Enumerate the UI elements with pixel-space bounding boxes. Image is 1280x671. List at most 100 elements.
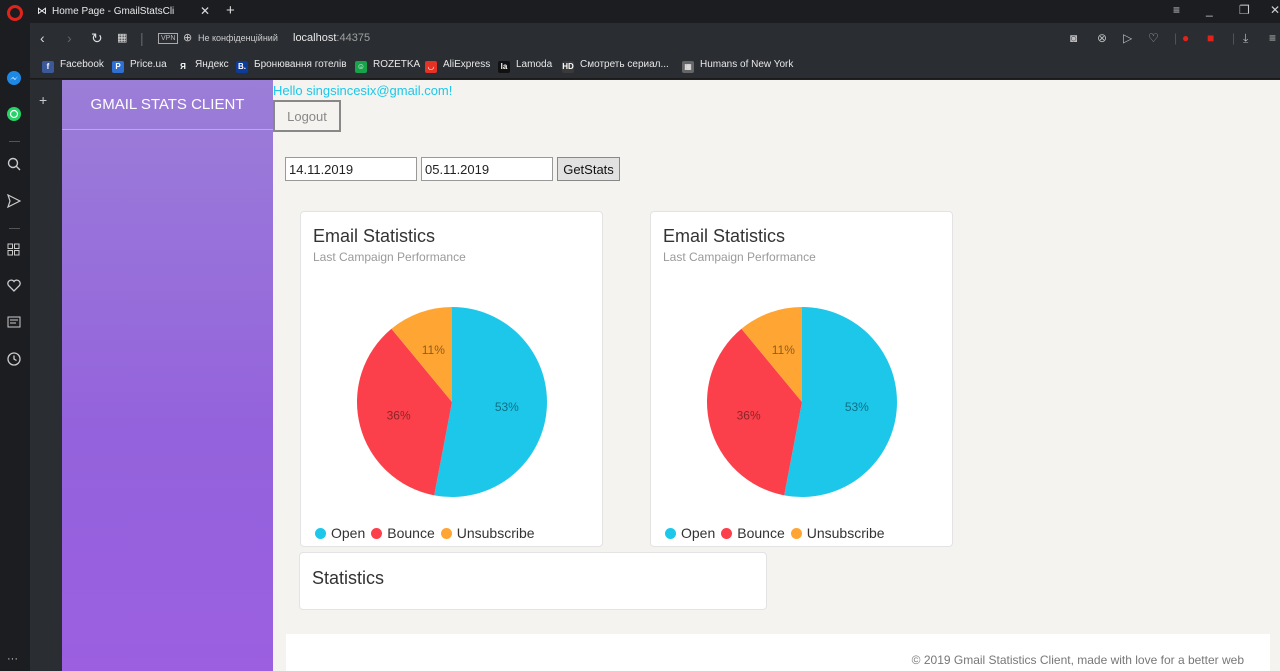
- pie-chart: 53% 36% 11%: [707, 307, 897, 497]
- messenger-icon[interactable]: [7, 71, 21, 88]
- tab-home-page[interactable]: ⋈ Home Page - GmailStatsCli: [32, 2, 182, 21]
- rozetka-icon: ☺: [355, 61, 367, 73]
- legend-item-open[interactable]: Open: [315, 525, 365, 541]
- legend-item-unsubscribe[interactable]: Unsubscribe: [440, 525, 535, 541]
- news-icon[interactable]: [7, 316, 21, 331]
- bookmark-aliexpress[interactable]: ◡ AliExpress: [425, 59, 490, 73]
- pie-slice-unsubscribe[interactable]: [741, 307, 802, 402]
- legend-dot-icon: [440, 528, 452, 539]
- new-tab-button[interactable]: +: [226, 2, 235, 19]
- pie-slice-unsubscribe[interactable]: [391, 307, 452, 402]
- tabs-grid-icon[interactable]: ▦: [117, 32, 128, 44]
- tab-title: Home Page - GmailStatsCli: [52, 6, 175, 17]
- tab-menu-icon[interactable]: ≡: [1173, 3, 1181, 17]
- statistics-card: Statistics: [299, 552, 767, 610]
- legend-item-bounce[interactable]: Bounce: [371, 525, 435, 541]
- menu-icon[interactable]: ≡: [1269, 31, 1277, 45]
- more-icon[interactable]: ···: [7, 653, 18, 665]
- globe-icon[interactable]: ⊕: [183, 32, 193, 44]
- legend-label: Unsubscribe: [806, 525, 885, 541]
- legend-label: Bounce: [737, 525, 785, 541]
- legend-item-unsubscribe[interactable]: Unsubscribe: [790, 525, 885, 541]
- chart-legend: Open Bounce Unsubscribe: [315, 525, 541, 541]
- add-panel-icon[interactable]: +: [39, 92, 48, 108]
- pie-label: 53%: [495, 400, 519, 414]
- minimize-icon[interactable]: _: [1206, 3, 1213, 17]
- card-subtitle: Last Campaign Performance: [313, 250, 466, 264]
- bookmark-label: ROZETKA: [373, 59, 421, 70]
- send-icon[interactable]: ▷: [1123, 31, 1133, 45]
- bookmark-label: Facebook: [60, 59, 104, 70]
- whatsapp-icon[interactable]: [7, 107, 21, 124]
- card-title: Email Statistics: [663, 226, 786, 246]
- legend-label: Open: [331, 525, 366, 541]
- bookmark-label: Яндекс: [195, 59, 229, 70]
- opera-logo-icon[interactable]: [7, 5, 23, 21]
- heart-icon[interactable]: [7, 279, 21, 295]
- close-window-icon[interactable]: ✕: [1270, 3, 1280, 17]
- legend-item-bounce[interactable]: Bounce: [721, 525, 785, 541]
- reload-icon[interactable]: ↻: [91, 30, 103, 46]
- bookmark-facebook[interactable]: f Facebook: [42, 59, 104, 73]
- bookmark-label: Lamoda: [516, 59, 553, 70]
- download-icon[interactable]: ⤓: [1243, 31, 1249, 45]
- pie-slice-bounce[interactable]: [707, 328, 802, 496]
- back-icon[interactable]: ‹: [40, 30, 45, 46]
- search-icon[interactable]: [7, 157, 21, 174]
- camera-icon[interactable]: ◙: [1070, 31, 1078, 45]
- bookmark-yandex[interactable]: Я Яндекс: [177, 59, 229, 73]
- bookmark-lamoda[interactable]: la Lamoda: [498, 59, 552, 73]
- logout-button[interactable]: Logout: [273, 100, 341, 132]
- yandex-icon: Я: [177, 61, 189, 73]
- pie-label: 11%: [422, 343, 445, 357]
- sidebar-divider: [9, 141, 20, 142]
- scrollbar[interactable]: [1270, 80, 1280, 671]
- bookmark-label: Humans of New York: [700, 59, 794, 70]
- vpn-badge[interactable]: VPN: [158, 33, 179, 44]
- price-icon: P: [112, 61, 124, 73]
- footer: © 2019 Gmail Statistics Client, made wit…: [286, 634, 1270, 671]
- legend-label: Bounce: [387, 525, 435, 541]
- legend-dot-icon: [315, 528, 326, 539]
- privacy-status[interactable]: Не конфіденційний: [198, 33, 278, 43]
- bow-tie-icon: ⋈: [37, 6, 47, 17]
- bookmark-booking[interactable]: B. Бронювання готелів: [236, 59, 347, 73]
- bookmark-price[interactable]: P Price.ua: [112, 59, 167, 73]
- restore-icon[interactable]: ❐: [1239, 3, 1250, 17]
- legend-item-open[interactable]: Open: [665, 525, 715, 541]
- speed-dial-icon[interactable]: [7, 243, 20, 259]
- bookmark-heart-icon[interactable]: ♡: [1148, 31, 1159, 45]
- bookmark-hd[interactable]: HD Смотреть сериал...: [562, 59, 669, 73]
- lamoda-icon: la: [498, 61, 510, 73]
- history-icon[interactable]: [7, 352, 21, 369]
- url-field[interactable]: localhost:44375: [293, 32, 370, 44]
- extension-icon[interactable]: ■: [1207, 31, 1215, 45]
- bookmark-rozetka[interactable]: ☺ ROZETKA: [355, 59, 420, 73]
- legend-label: Open: [681, 525, 716, 541]
- app-brand[interactable]: GMAIL STATS CLIENT: [62, 80, 273, 130]
- bookmark-label: AliExpress: [443, 59, 491, 70]
- url-port: :44375: [336, 32, 371, 44]
- bookmark-label: Смотреть сериал...: [580, 59, 669, 70]
- getstats-button[interactable]: GetStats: [557, 157, 620, 181]
- pie-slice-bounce[interactable]: [357, 328, 452, 496]
- pie-slice-open[interactable]: [434, 307, 547, 497]
- date-to-input[interactable]: [421, 157, 553, 181]
- pie-slice-open[interactable]: [784, 307, 897, 497]
- forward-icon[interactable]: ›: [67, 30, 72, 46]
- block-icon[interactable]: ⊗: [1097, 31, 1108, 45]
- address-bar: ‹ › ↻ ▦ | VPN ⊕ Не конфіденційний localh…: [30, 23, 1280, 54]
- greeting-link[interactable]: Hello singsincesix@gmail.com!: [273, 83, 453, 98]
- bookmark-hony[interactable]: ▦ Humans of New York: [682, 59, 793, 73]
- statistics-title: Statistics: [312, 568, 385, 588]
- send-icon[interactable]: [6, 193, 22, 211]
- legend-label: Unsubscribe: [456, 525, 535, 541]
- pie-label: 53%: [845, 400, 869, 414]
- adblock-icon[interactable]: ●: [1182, 31, 1190, 45]
- date-from-input[interactable]: [285, 157, 417, 181]
- tab-close-icon[interactable]: ✕: [200, 4, 211, 18]
- url-host: localhost: [293, 32, 337, 44]
- address-divider: |: [140, 30, 144, 46]
- chart-legend: Open Bounce Unsubscribe: [665, 525, 891, 541]
- hony-icon: ▦: [682, 61, 694, 73]
